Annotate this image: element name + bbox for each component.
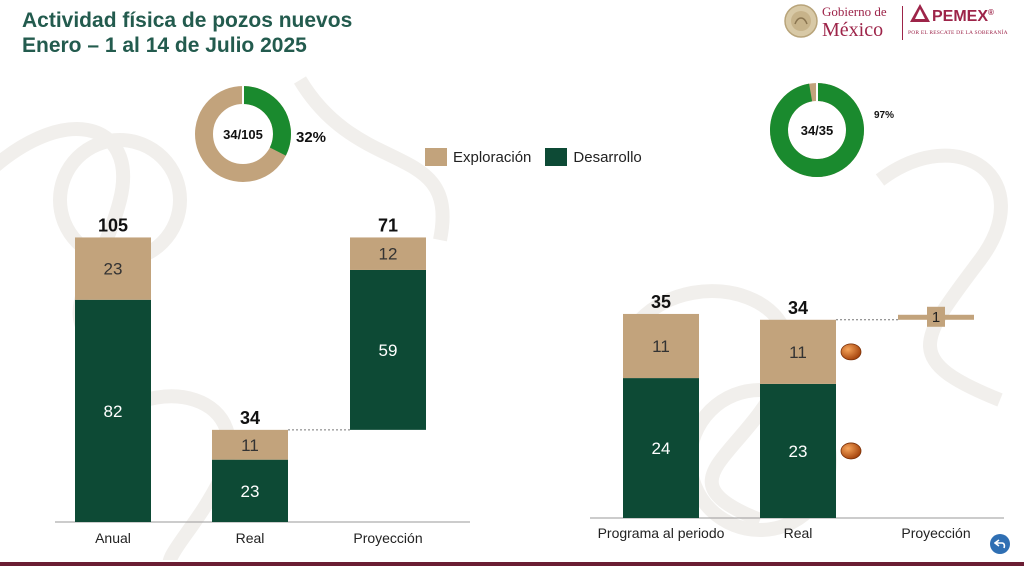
- category-label-3: Proyección: [901, 525, 970, 541]
- gobierno-logo-text: Gobierno de México: [822, 4, 887, 40]
- logos: Gobierno de México PEMEX® POR EL RESCATE…: [784, 2, 1014, 44]
- total-label-3: 71: [378, 215, 398, 235]
- legend-label-desarrollo: Desarrollo: [573, 148, 642, 166]
- total-label-1: 35: [651, 292, 671, 312]
- pemex-name: PEMEX: [932, 8, 989, 25]
- marker-ball-desarrollo-icon: [840, 442, 862, 460]
- donut-percent-label: 32%: [296, 129, 326, 146]
- bar-desarrollo-2: [212, 459, 288, 522]
- data-label-exploracion-2: 11: [241, 436, 259, 455]
- title-line-2: Enero – 1 al 14 de Julio 2025: [22, 34, 307, 57]
- total-label-2: 34: [788, 298, 808, 318]
- gob-line-2: México: [822, 19, 884, 41]
- donut-chart-2: 34/35 97%: [770, 83, 894, 177]
- legend-swatch-exploracion: [425, 148, 447, 166]
- category-label-2: Real: [784, 525, 813, 541]
- bar-exploracion-2: [760, 319, 836, 384]
- bar-desarrollo-1: [623, 378, 699, 518]
- data-label-exploracion-2: 11: [789, 343, 807, 362]
- category-label-1: Anual: [95, 530, 131, 546]
- data-label-desarrollo-1: 82: [104, 402, 123, 421]
- pemex-eagle-icon: [910, 4, 930, 22]
- donut-center-label: 34/105: [223, 127, 263, 142]
- bar-exploracion-1: [623, 313, 699, 379]
- bar-desarrollo-3: [350, 269, 426, 430]
- bar-desarrollo-2: [760, 383, 836, 518]
- donut-percent-label: 97%: [874, 110, 894, 121]
- data-label-desarrollo-2: 23: [789, 442, 808, 461]
- data-label-exploracion-3: 1: [932, 309, 940, 326]
- bar-exploracion-2: [212, 429, 288, 460]
- page-title: Actividad física de pozos nuevos Enero –…: [22, 8, 352, 58]
- category-label-2: Real: [236, 530, 265, 546]
- data-label-exploracion-1: 23: [104, 260, 123, 279]
- legend-swatch-desarrollo: [545, 148, 568, 166]
- data-label-box-exploracion-3: [927, 306, 945, 327]
- marker-ball-exploracion-icon: [840, 343, 862, 361]
- total-label-2: 34: [240, 408, 260, 428]
- logo-divider: [902, 6, 903, 40]
- bar-exploracion-1: [75, 237, 151, 300]
- bar-chart-2: 24 11 35 Programa al periodo 23 11 34 Real 1 Proy…: [590, 292, 1004, 541]
- data-label-exploracion-1: 11: [652, 337, 670, 356]
- bar-desarrollo-1: [75, 299, 151, 522]
- title-line-1: Actividad física de pozos nuevos: [22, 9, 353, 32]
- pemex-logo-text: PEMEX®: [932, 8, 994, 26]
- data-label-desarrollo-2: 23: [241, 482, 260, 501]
- gob-line-1: Gobierno de: [822, 4, 887, 19]
- legend-label-exploracion: Exploración: [453, 148, 532, 166]
- back-arrow-icon: [994, 539, 1006, 549]
- bar-chart-1: 82 23 105 Anual 23 11 34 Real 59 12 71 Proyección: [55, 215, 470, 546]
- category-label-3: Proyección: [353, 530, 422, 546]
- donut-center-label: 34/35: [801, 123, 834, 138]
- total-label-1: 105: [98, 215, 128, 235]
- bottom-band: [0, 562, 1024, 566]
- data-label-exploracion-3: 12: [379, 245, 398, 264]
- data-label-desarrollo-1: 24: [652, 439, 671, 458]
- mexico-seal-icon: [784, 4, 818, 38]
- legend-item-exploracion: Exploración: [425, 148, 531, 166]
- bar-exploracion-3: [350, 237, 426, 270]
- category-label-1: Programa al periodo: [598, 525, 725, 541]
- pemex-slogan: POR EL RESCATE DE LA SOBERANÍA: [908, 30, 1008, 36]
- legend-item-desarrollo: Desarrollo: [545, 148, 642, 166]
- data-label-desarrollo-3: 59: [379, 341, 398, 360]
- chart-legend: Exploración Desarrollo: [425, 148, 648, 166]
- pemex-registered: ®: [988, 8, 994, 17]
- donut-chart-1: 34/105 32%: [195, 86, 326, 182]
- back-button[interactable]: [990, 534, 1010, 554]
